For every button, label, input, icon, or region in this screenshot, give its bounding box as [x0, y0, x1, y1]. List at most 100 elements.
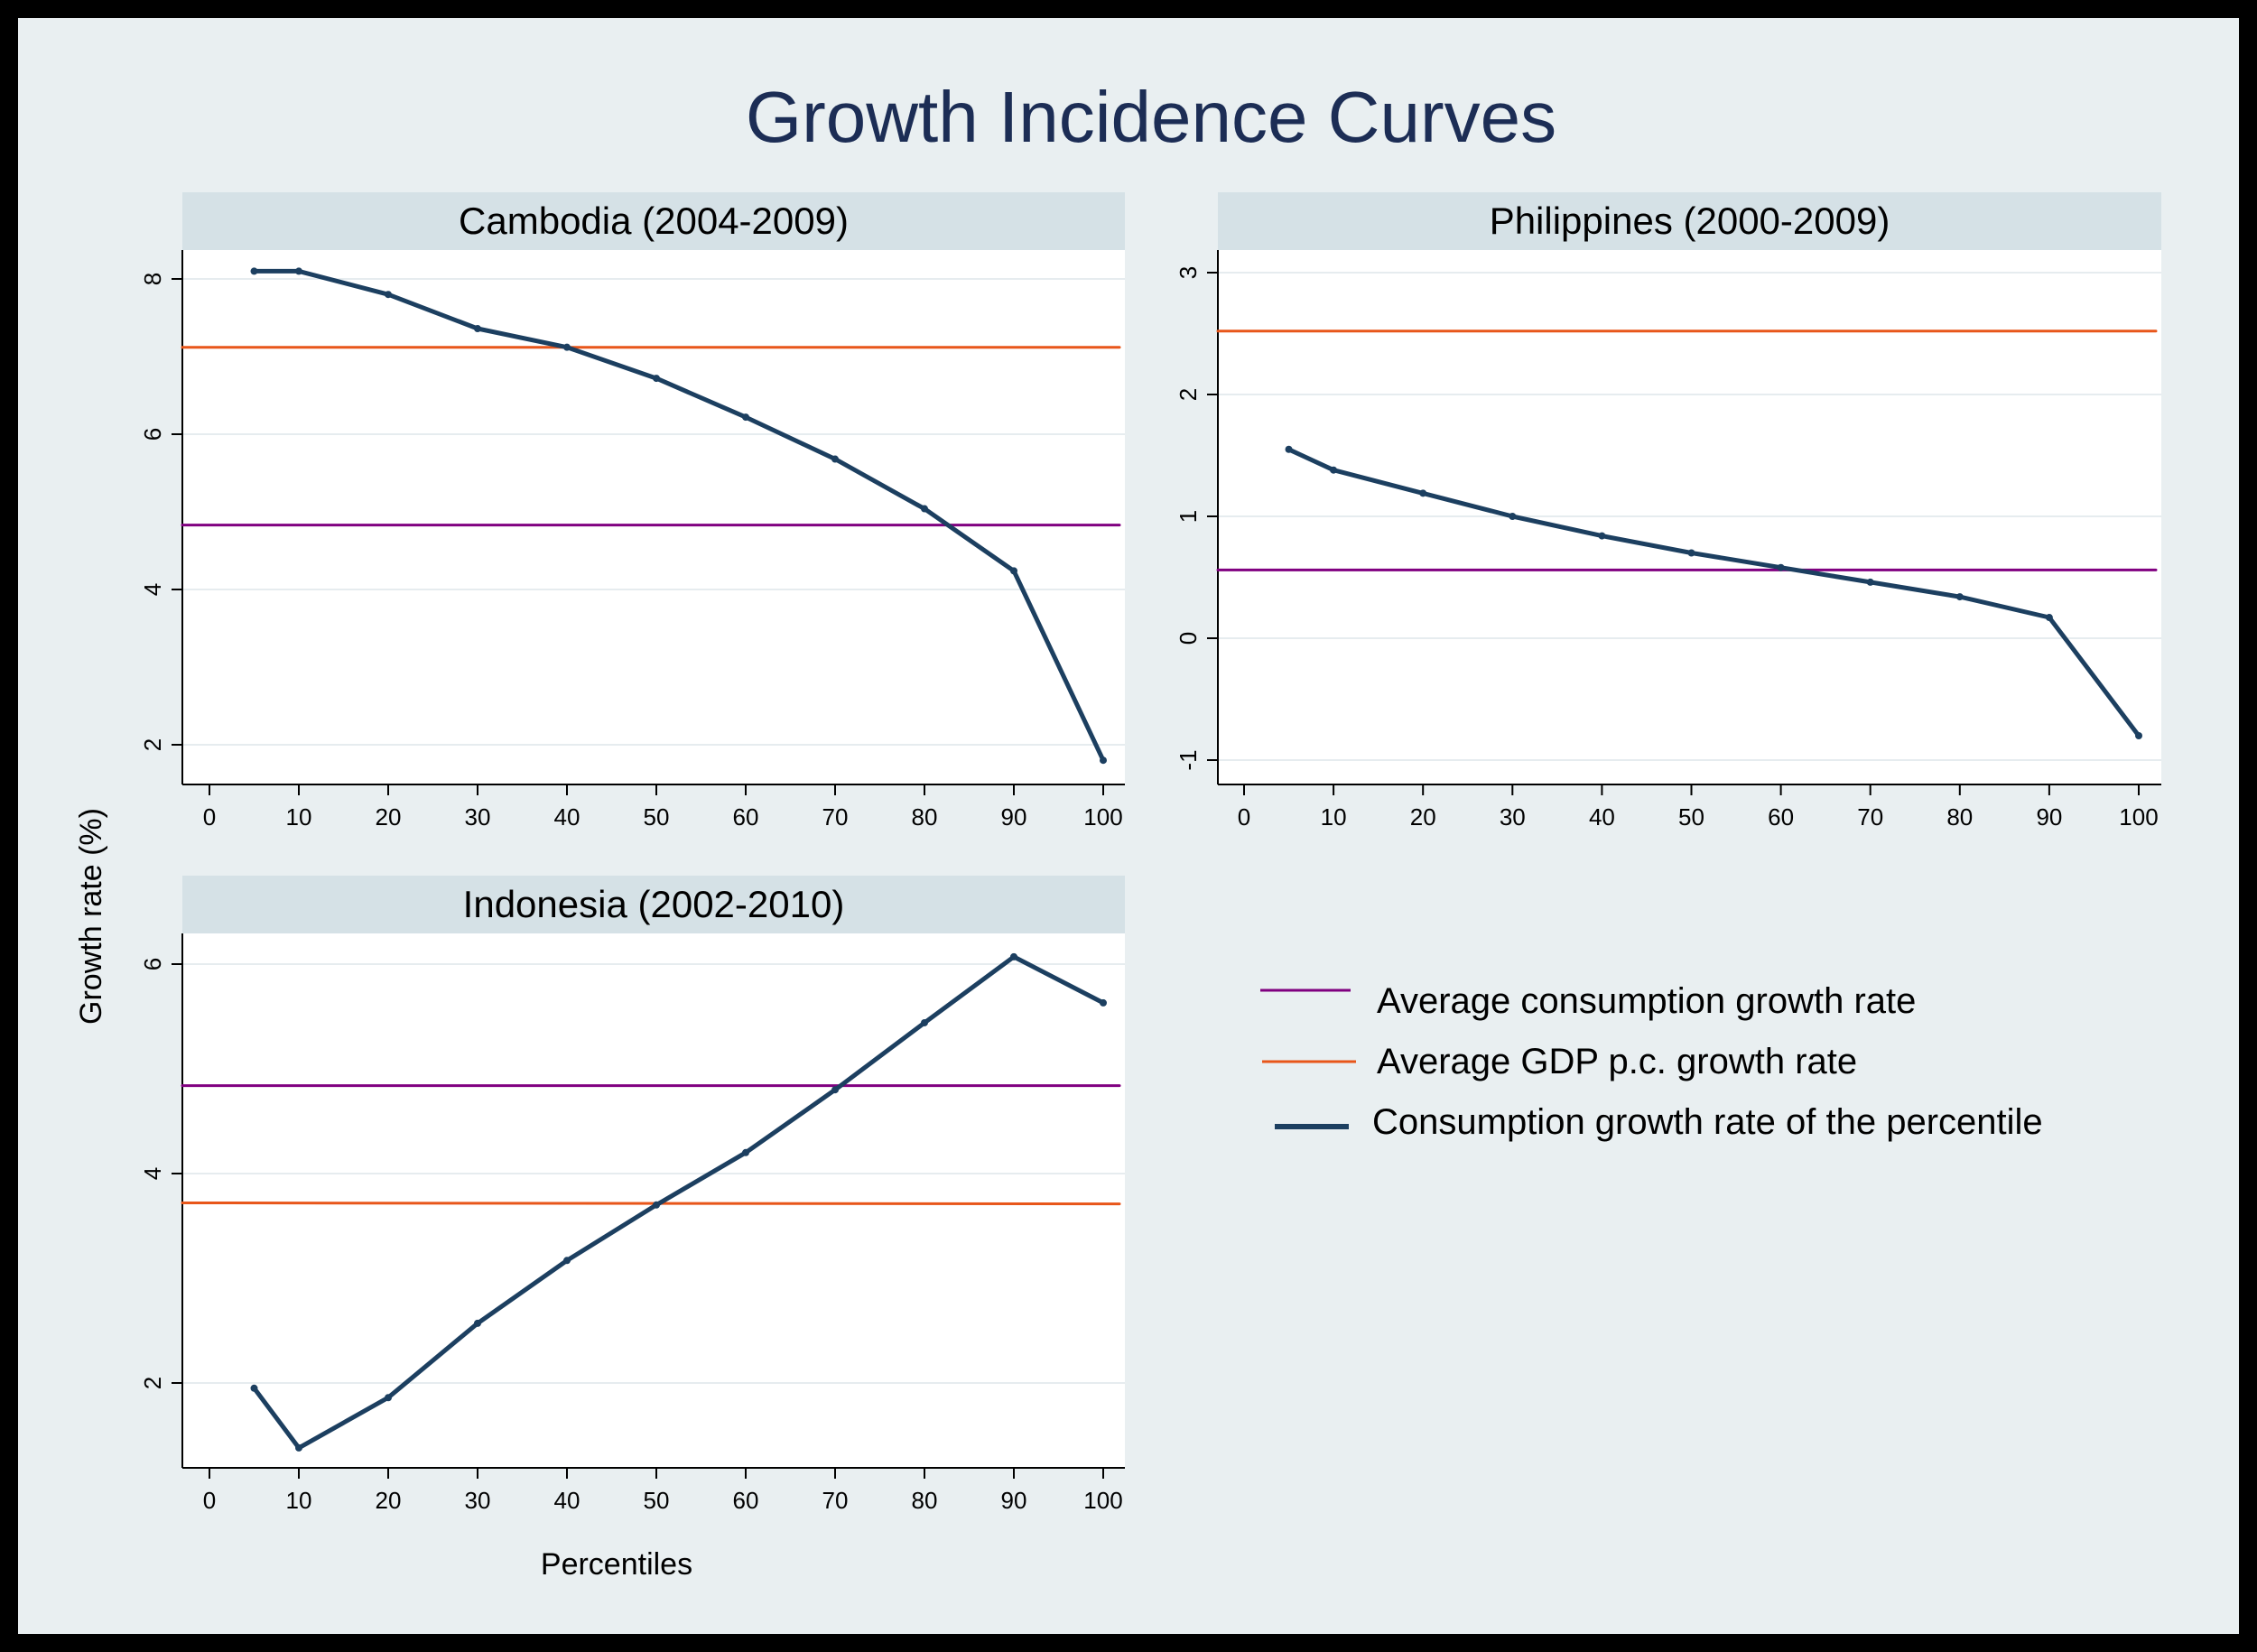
x-tick-label-cambodia: 60 [733, 803, 759, 831]
legend-item-avg-gdp: Average GDP p.c. growth rate [1262, 1042, 1857, 1081]
data-point-philippines [1419, 489, 1427, 497]
data-point-philippines [1598, 532, 1606, 540]
x-tick-label-cambodia: 40 [554, 803, 581, 831]
x-tick-label-philippines: 30 [1500, 803, 1526, 831]
x-tick-label-cambodia: 10 [286, 803, 312, 831]
x-tick-label-philippines: 80 [1946, 803, 1973, 831]
x-tick-label-cambodia: 80 [912, 803, 938, 831]
data-point-cambodia [563, 343, 571, 351]
y-tick-label-indonesia: 6 [139, 958, 166, 970]
data-point-philippines [1509, 513, 1517, 520]
data-point-philippines [1955, 593, 1964, 601]
data-point-indonesia [1010, 952, 1017, 961]
data-point-philippines [1285, 445, 1293, 453]
data-point-cambodia [474, 325, 481, 333]
x-tick-label-philippines: 60 [1768, 803, 1794, 831]
data-point-cambodia [921, 505, 928, 513]
x-tick-label-indonesia: 20 [376, 1487, 402, 1514]
data-point-cambodia [250, 267, 258, 275]
panel-header-philippines [1218, 192, 2161, 250]
data-point-philippines [1330, 466, 1338, 474]
data-point-cambodia [295, 267, 302, 275]
plot-area-indonesia [182, 933, 1125, 1468]
panel-title-philippines: Philippines (2000-2009) [1490, 200, 1890, 242]
data-point-cambodia [742, 413, 749, 422]
data-point-indonesia [474, 1319, 481, 1327]
x-tick-label-indonesia: 40 [554, 1487, 581, 1514]
x-tick-label-indonesia: 30 [465, 1487, 491, 1514]
x-tick-label-indonesia: 10 [286, 1487, 312, 1514]
x-tick-label-philippines: 10 [1321, 803, 1347, 831]
y-axis-label: Growth rate (%) [74, 808, 108, 1025]
x-tick-label-philippines: 100 [2119, 803, 2158, 831]
x-tick-label-philippines: 20 [1410, 803, 1436, 831]
data-point-indonesia [385, 1394, 392, 1402]
legend-item-avg-consumption: Average consumption growth rate [1260, 981, 1916, 1021]
x-tick-label-cambodia: 50 [644, 803, 670, 831]
data-point-philippines [1777, 563, 1785, 571]
x-axis-label: Percentiles [541, 1547, 692, 1582]
legend-label-avg-gdp: Average GDP p.c. growth rate [1377, 1042, 1857, 1081]
x-tick-label-indonesia: 0 [203, 1487, 216, 1514]
data-point-indonesia [295, 1443, 302, 1452]
x-tick-label-cambodia: 70 [822, 803, 849, 831]
data-point-indonesia [831, 1086, 839, 1094]
data-point-cambodia [1010, 567, 1017, 575]
legend-item-consumption-percentile: Consumption growth rate of the percentil… [1275, 1102, 2043, 1142]
series-line-avg-gdp-indonesia [181, 1202, 1121, 1206]
data-point-cambodia [1100, 756, 1107, 765]
data-point-indonesia [653, 1201, 660, 1209]
data-point-philippines [1687, 549, 1695, 557]
figure-title: Growth Incidence Curves [746, 77, 1556, 157]
x-tick-label-cambodia: 20 [376, 803, 402, 831]
data-point-indonesia [1100, 998, 1107, 1007]
x-tick-label-philippines: 70 [1857, 803, 1883, 831]
legend-label-avg-consumption: Average consumption growth rate [1377, 981, 1916, 1021]
x-tick-label-cambodia: 0 [203, 803, 216, 831]
x-tick-label-indonesia: 90 [1001, 1487, 1027, 1514]
data-point-philippines [2135, 732, 2142, 739]
x-tick-label-cambodia: 30 [465, 803, 491, 831]
y-tick-label-cambodia: 2 [139, 738, 166, 751]
x-tick-label-indonesia: 50 [644, 1487, 670, 1514]
data-point-indonesia [563, 1257, 571, 1265]
x-tick-label-indonesia: 60 [733, 1487, 759, 1514]
x-tick-label-philippines: 90 [2036, 803, 2062, 831]
y-tick-label-philippines: -1 [1175, 749, 1202, 770]
x-tick-label-cambodia: 90 [1001, 803, 1027, 831]
data-point-indonesia [742, 1148, 749, 1156]
data-point-cambodia [385, 291, 392, 299]
legend: Average consumption growth rate Average … [1260, 981, 2043, 1142]
data-point-philippines [1866, 578, 1874, 586]
panel-header-cambodia [182, 192, 1125, 250]
panel-header-indonesia [182, 876, 1125, 933]
data-point-cambodia [653, 375, 660, 383]
data-point-philippines [2045, 614, 2053, 622]
x-tick-label-indonesia: 100 [1083, 1487, 1122, 1514]
y-tick-label-cambodia: 6 [139, 428, 166, 441]
y-tick-label-indonesia: 2 [139, 1377, 166, 1389]
data-point-indonesia [250, 1384, 258, 1392]
x-tick-label-cambodia: 100 [1083, 803, 1122, 831]
plot-area-cambodia [182, 250, 1125, 784]
y-tick-label-cambodia: 4 [139, 583, 166, 596]
x-tick-label-philippines: 40 [1589, 803, 1615, 831]
y-tick-label-indonesia: 4 [139, 1167, 166, 1180]
panel-title-indonesia: Indonesia (2002-2010) [463, 883, 845, 925]
y-tick-label-philippines: 0 [1175, 632, 1202, 645]
x-tick-label-indonesia: 70 [822, 1487, 849, 1514]
x-tick-label-philippines: 0 [1238, 803, 1250, 831]
x-tick-label-indonesia: 80 [912, 1487, 938, 1514]
x-tick-label-philippines: 50 [1678, 803, 1704, 831]
data-point-cambodia [831, 455, 839, 463]
data-point-indonesia [921, 1018, 928, 1026]
y-tick-label-philippines: 2 [1175, 388, 1202, 401]
panel-title-cambodia: Cambodia (2004-2009) [459, 200, 849, 242]
legend-label-consumption-percentile: Consumption growth rate of the percentil… [1372, 1102, 2043, 1142]
y-tick-label-philippines: 1 [1175, 510, 1202, 523]
